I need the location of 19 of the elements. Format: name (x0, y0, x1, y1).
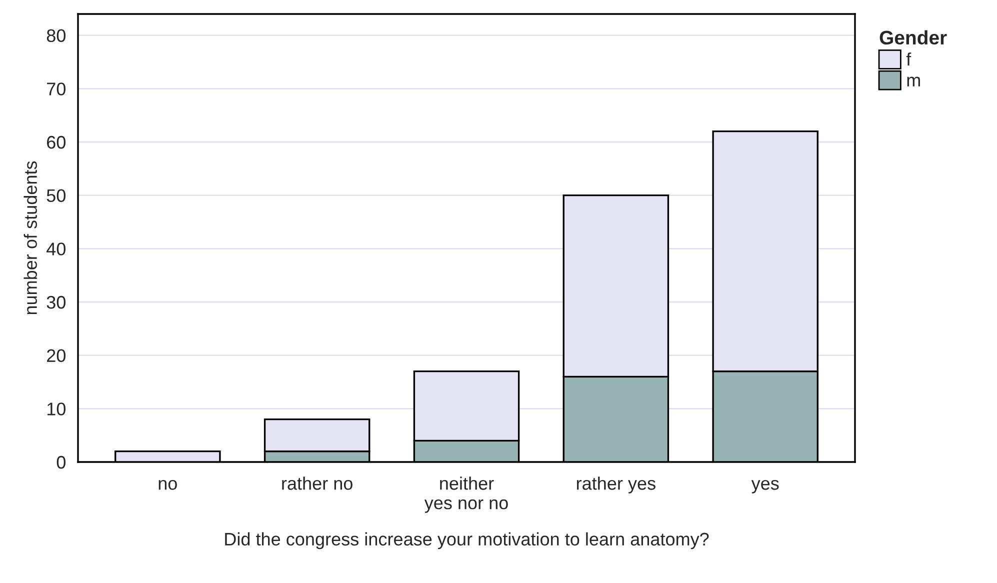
y-tick-label: 80 (46, 29, 66, 42)
legend-label: f (906, 52, 912, 66)
x-tick-label: neither yes nor no (424, 476, 508, 513)
y-tick-label: 20 (47, 349, 66, 362)
y-tick-label: 30 (46, 296, 66, 309)
y-tick-label: 0 (56, 456, 66, 469)
x-tick-label: no (158, 480, 177, 490)
x-tick-label: yes (751, 480, 779, 494)
y-tick-label: 60 (47, 136, 66, 149)
legend-title: Gender (880, 30, 947, 45)
x-tick-label: rather no (282, 476, 352, 490)
x-axis-title: Did the congress increase your motivation to learn anatomy? (225, 532, 709, 550)
y-tick-label: 50 (46, 189, 66, 202)
y-tick-label: 10 (47, 402, 66, 416)
x-tick-label: rather yes (576, 476, 656, 494)
legend-label: m (907, 76, 920, 86)
y-tick-label: 40 (46, 242, 66, 256)
y-tick-label: 70 (47, 82, 66, 96)
y-axis-title: number of students (24, 161, 37, 314)
